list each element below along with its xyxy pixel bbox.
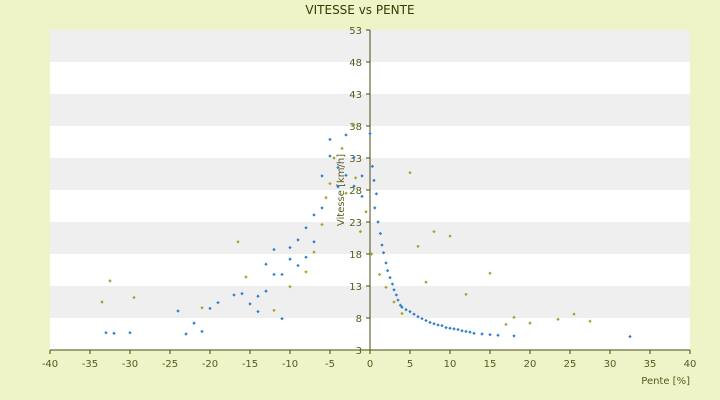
x-tick-label: 15 [484,359,497,370]
x-tick-label: -5 [325,359,335,370]
data-point [240,291,244,296]
data-point [350,122,355,126]
y-tick-label: 53 [349,26,362,37]
data-point [192,321,196,325]
data-point [512,334,516,338]
x-tick-label: -20 [202,359,218,370]
y-tick-label: 38 [349,122,362,133]
x-tick-label: -35 [82,359,98,370]
chart-title: VITESSE vs PENTE [305,3,414,17]
data-point [378,231,383,236]
x-tick-label: -30 [122,359,138,370]
x-axis-ticks: -40 -35 -30 -25 -20 -15 -10 -5 0 5 10 15 20 25 30 35 40 [42,350,697,370]
x-tick-label: 25 [564,359,577,370]
x-tick-label: 30 [604,359,617,370]
x-tick-label: 20 [524,359,537,370]
data-point [358,229,363,234]
x-axis-title: Pente [%] [641,376,690,387]
y-tick-label: 28 [349,186,362,197]
y-tick-label: 18 [349,250,362,261]
data-point [588,319,592,323]
x-tick-label: 0 [367,359,373,370]
x-tick-label: 10 [444,359,457,370]
y-tick-label: 8 [356,314,362,325]
data-point [216,300,220,305]
data-point [556,317,560,321]
data-point [374,192,379,196]
x-tick-label: 5 [407,359,413,370]
data-point [200,329,204,334]
y-tick-label: 23 [349,218,362,229]
data-point [132,295,136,300]
data-point [244,275,248,279]
x-tick-label: -40 [42,359,58,370]
data-point [236,240,240,244]
y-tick-label: 3 [356,346,362,357]
data-point [572,312,576,316]
data-point [112,331,116,336]
y-tick-label: 48 [349,58,362,69]
y-axis-title: Vitesse [km/h] [336,154,347,226]
data-point [184,332,188,336]
x-tick-label: 40 [684,359,697,370]
y-tick-label: 43 [349,90,362,101]
data-point [232,293,236,297]
x-tick-label: 35 [644,359,657,370]
data-point [370,164,375,169]
data-point [208,306,212,311]
y-tick-label: 33 [349,154,362,165]
x-tick-label: -10 [282,359,298,370]
data-point [373,206,377,210]
x-tick-label: -15 [242,359,258,370]
data-point [200,306,204,310]
y-tick-label: 13 [349,282,362,293]
x-tick-label: -25 [162,359,178,370]
data-point [248,302,252,306]
data-point [176,309,180,313]
data-point [628,334,632,339]
data-point [128,331,132,335]
